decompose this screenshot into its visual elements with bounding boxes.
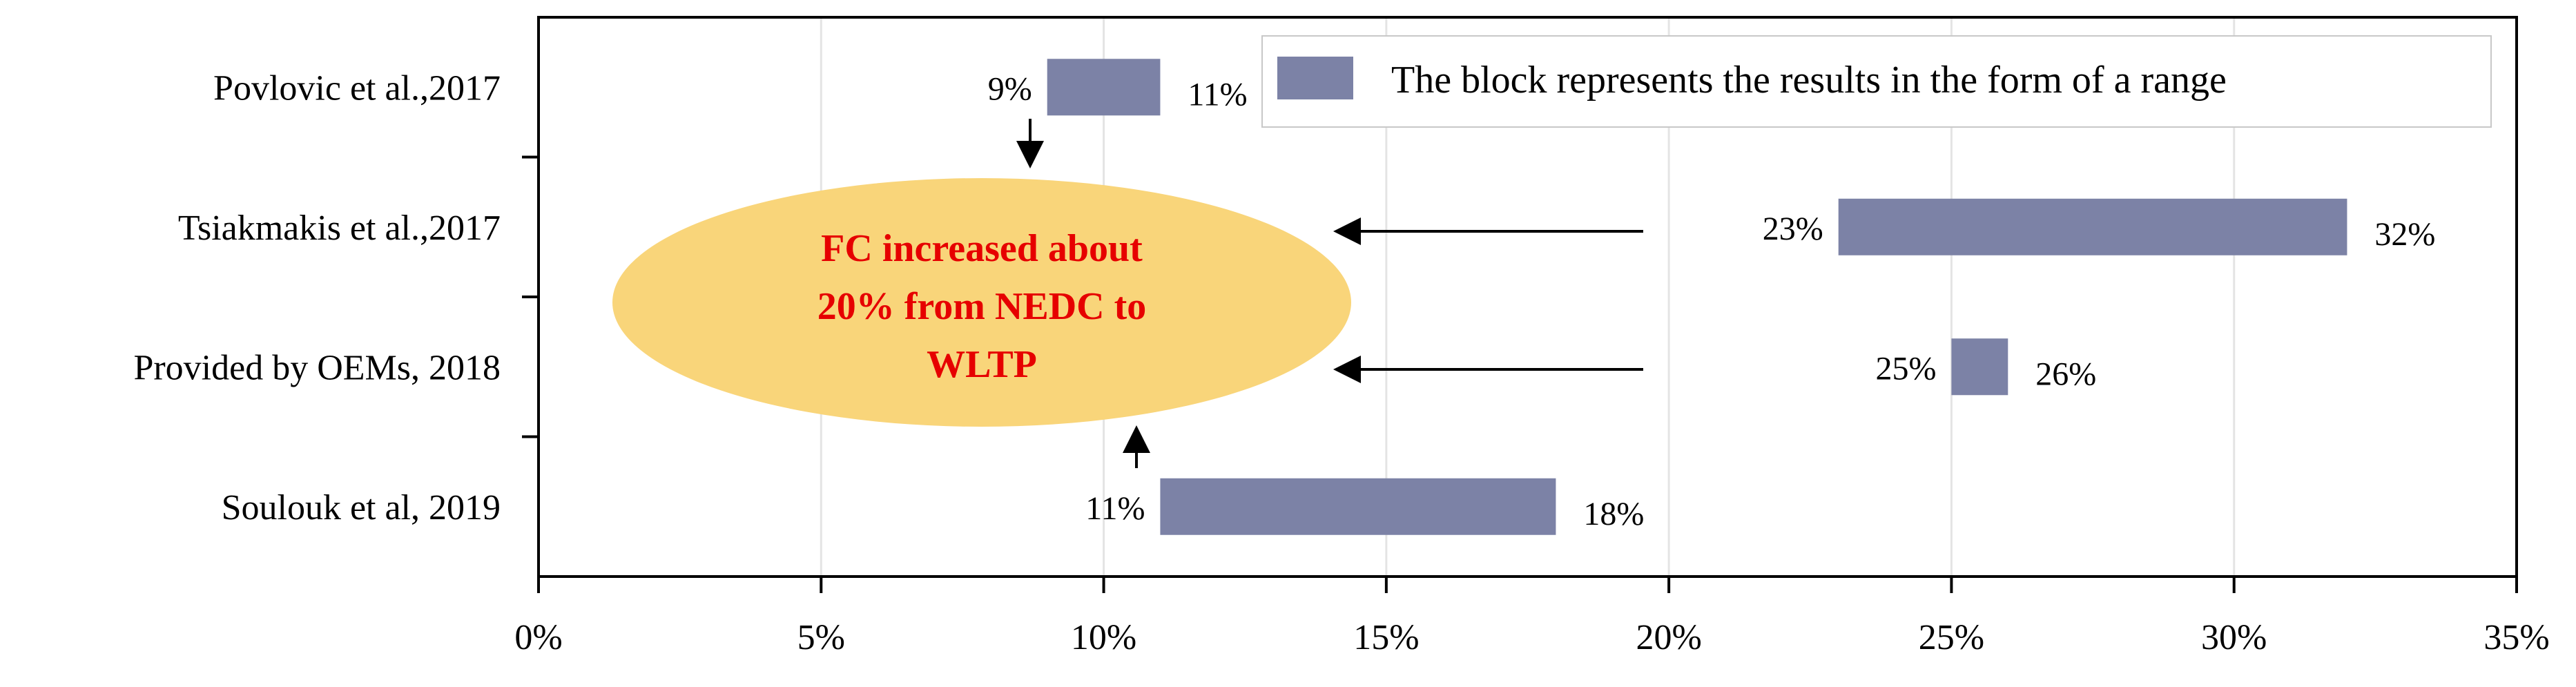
range-bar xyxy=(1838,198,2347,255)
x-tick-label: 0% xyxy=(514,618,562,657)
low-value-label: 25% xyxy=(1875,350,1936,387)
category-label: Provided by OEMs, 2018 xyxy=(133,348,501,387)
x-tick-label: 15% xyxy=(1353,618,1419,657)
x-tick-label: 20% xyxy=(1636,618,1701,657)
range-bar xyxy=(1951,338,2008,396)
x-tick-label: 5% xyxy=(797,618,845,657)
x-tick-label: 25% xyxy=(1919,618,1984,657)
category-label: Tsiakmakis et al.,2017 xyxy=(178,209,501,248)
plot-frame xyxy=(522,16,2518,593)
category-label: Povlovic et al.,2017 xyxy=(213,68,501,108)
x-tick-label: 10% xyxy=(1071,618,1136,657)
legend-label: The block represents the results in the … xyxy=(1391,59,2227,101)
legend-box xyxy=(1261,35,2492,128)
low-value-label: 11% xyxy=(1085,490,1145,527)
x-tick-label: 30% xyxy=(2201,618,2267,657)
x-tick-labels: 0% 5% 10% 15% 20% 25% 30% 35% xyxy=(514,618,2549,657)
category-labels: Povlovic et al.,2017 Tsiakmakis et al.,20… xyxy=(133,68,501,528)
low-value-label: 23% xyxy=(1763,211,1823,247)
range-bar xyxy=(1160,478,1556,535)
annotation-line-2: 20% from NEDC to xyxy=(817,285,1146,328)
annotation: FC increased about 20% from NEDC to WLTP xyxy=(612,119,1643,468)
x-tick-label: 35% xyxy=(2483,618,2549,657)
high-value-label: 26% xyxy=(2035,356,2096,392)
data-labels: 9% 11% 23% 32% 25% 26% 11% 18% xyxy=(988,70,2436,532)
annotation-line-1: FC increased about xyxy=(821,227,1143,270)
range-bar xyxy=(1047,59,1161,116)
annotation-ellipse xyxy=(612,178,1351,427)
high-value-label: 18% xyxy=(1583,496,1644,532)
high-value-label: 32% xyxy=(2374,216,2435,253)
range-bars xyxy=(1047,59,2347,535)
legend: The block represents the results in the … xyxy=(1261,35,2492,128)
high-value-label: 11% xyxy=(1188,76,1247,113)
annotation-line-3: WLTP xyxy=(927,343,1037,386)
low-value-label: 9% xyxy=(988,70,1032,107)
legend-swatch xyxy=(1277,57,1353,99)
category-label: Soulouk et al, 2019 xyxy=(222,488,501,528)
